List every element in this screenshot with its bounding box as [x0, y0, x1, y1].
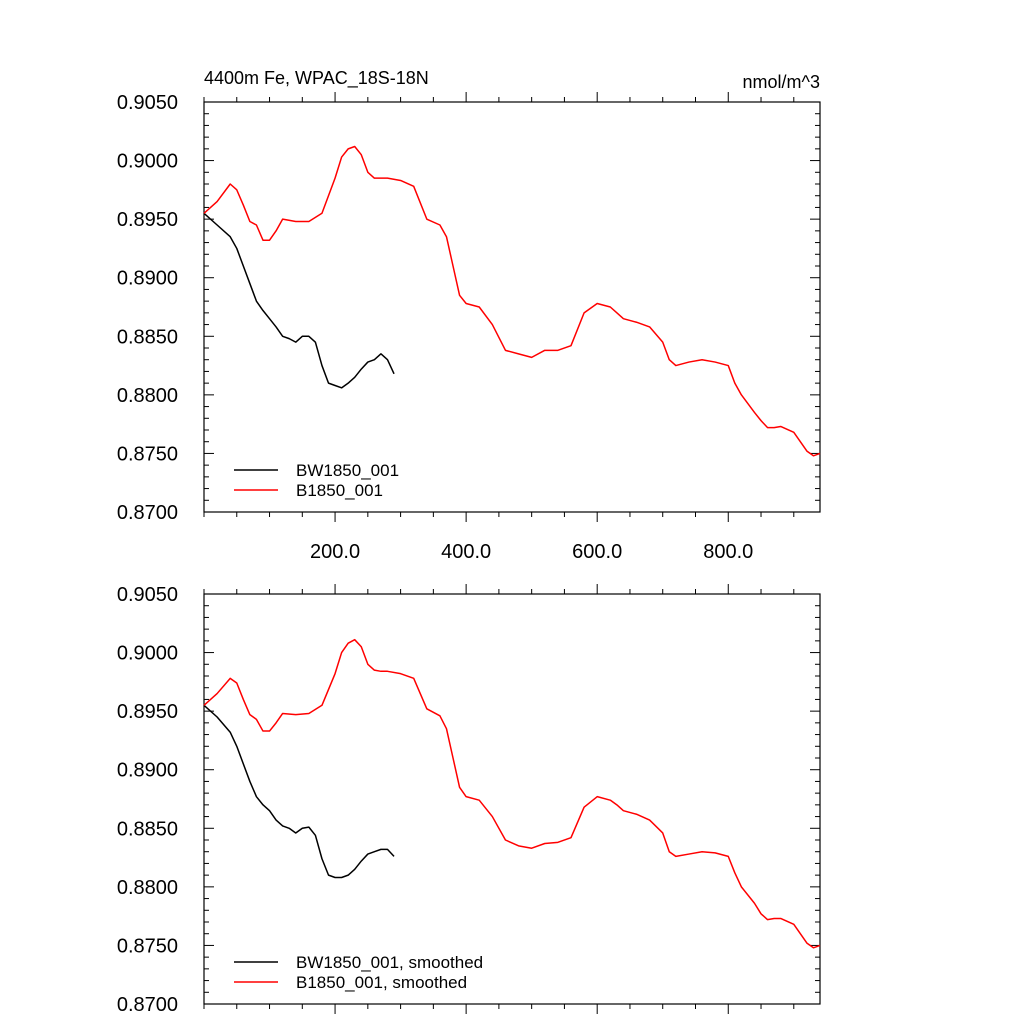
bottom-ytick-label: 0.9000: [117, 643, 178, 665]
top-panel-legend: BW1850_001 B1850_001: [234, 461, 399, 500]
bottom-panel-series: [203, 638, 821, 949]
legend-label-b1850: B1850_001: [296, 481, 383, 500]
top-panel-ticks: [203, 92, 820, 522]
bottom-ytick-label: 0.9050: [117, 584, 178, 606]
bottom-panel-legend: BW1850_001, smoothed B1850_001, smoothed: [234, 953, 483, 992]
top-ytick-label: 0.8850: [117, 326, 178, 348]
top-xtick-label: 400.0: [441, 541, 491, 563]
top-panel-series: [203, 145, 821, 457]
top-series-line-0: [203, 212, 395, 389]
bottom-panel-ticks: [203, 584, 820, 1014]
top-xtick-label: 800.0: [703, 541, 753, 563]
top-ytick-label: 0.8750: [117, 443, 178, 465]
bottom-ytick-label: 0.8850: [117, 818, 178, 840]
top-xtick-label: 600.0: [572, 541, 622, 563]
bottom-ytick-label: 0.8800: [117, 877, 178, 899]
top-ytick-label: 0.8700: [117, 502, 178, 524]
bottom-panel: 0.8700 0.8750 0.8800 0.8850 0.8900 0.8950 0.90…: [117, 584, 821, 1016]
units-label: nmol/m^3: [743, 72, 820, 92]
bottom-ytick-label: 0.8900: [117, 760, 178, 782]
bottom-ytick-label: 0.8700: [117, 994, 178, 1016]
bottom-series-line-1: [203, 638, 821, 949]
legend-label-bw1850: BW1850_001: [296, 461, 399, 480]
bottom-panel-ytick-labels: 0.8700 0.8750 0.8800 0.8850 0.8900 0.8950 0.90…: [117, 584, 178, 1016]
top-panel-ytick-labels: 0.8700 0.8750 0.8800 0.8850 0.8900 0.8950 0.90…: [117, 92, 178, 524]
bottom-panel-frame: [203, 593, 821, 1005]
bottom-series-line-0: [203, 704, 395, 879]
top-panel-xtick-labels: 200.0 400.0 600.0 800.0: [310, 541, 753, 563]
bottom-ytick-label: 0.8750: [117, 935, 178, 957]
top-ytick-label: 0.9000: [117, 151, 178, 173]
top-ytick-label: 0.9050: [117, 92, 178, 114]
top-ytick-label: 0.8950: [117, 209, 178, 231]
top-xtick-label: 200.0: [310, 541, 360, 563]
bottom-ytick-label: 0.8950: [117, 701, 178, 723]
legend-label-bw1850-smoothed: BW1850_001, smoothed: [296, 953, 483, 972]
top-ytick-label: 0.8900: [117, 268, 178, 290]
top-ytick-label: 0.8800: [117, 385, 178, 407]
legend-label-b1850-smoothed: B1850_001, smoothed: [296, 973, 467, 992]
top-panel: 4400m Fe, WPAC_18S-18N nmol/m^3 0.87000.…: [117, 68, 821, 563]
top-series-line-1: [203, 145, 821, 457]
top-panel-frame: [203, 101, 821, 513]
top-panel-title: 4400m Fe, WPAC_18S-18N: [204, 68, 429, 89]
